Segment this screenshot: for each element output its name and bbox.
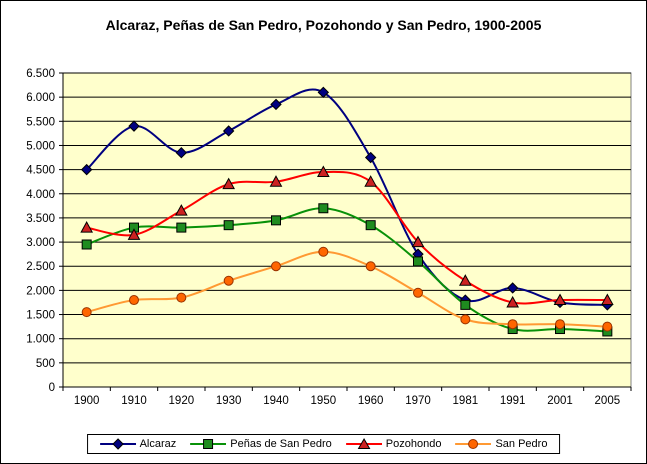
x-axis-tick-label: 1970 bbox=[405, 395, 431, 407]
data-point-san-pedro bbox=[223, 275, 234, 286]
legend-item-san-pedro: San Pedro bbox=[455, 438, 547, 450]
legend-marker-diamond-icon bbox=[99, 438, 136, 450]
data-point-pozohondo bbox=[316, 165, 330, 178]
y-axis-tick-label: 500 bbox=[36, 358, 55, 370]
data-point-san-pedro bbox=[460, 314, 471, 325]
data-point-san-pedro bbox=[365, 261, 376, 272]
x-axis-tick-label: 1991 bbox=[500, 395, 526, 407]
data-point-san-pedro bbox=[413, 287, 423, 298]
data-point-pozohondo bbox=[80, 221, 94, 233]
x-axis-tick-label: 1981 bbox=[453, 395, 479, 407]
y-axis-tick-label: 3.500 bbox=[26, 213, 55, 225]
data-point-pozohondo bbox=[553, 293, 567, 306]
y-axis-tick-label: 3.000 bbox=[26, 237, 55, 249]
legend-label-san-pedro: San Pedro bbox=[495, 438, 548, 450]
data-point-san-pedro bbox=[176, 292, 187, 303]
data-point-pe-as-de-san-pedro bbox=[365, 220, 376, 231]
legend-label-pe-as-de-san-pedro: Peñas de San Pedro bbox=[230, 438, 332, 450]
data-point-pozohondo bbox=[600, 293, 614, 306]
data-point-san-pedro bbox=[555, 319, 565, 330]
data-point-pe-as-de-san-pedro bbox=[460, 299, 471, 310]
data-point-san-pedro bbox=[81, 307, 92, 318]
data-point-pe-as-de-san-pedro bbox=[318, 203, 329, 214]
data-point-pe-as-de-san-pedro bbox=[223, 220, 234, 231]
data-point-san-pedro bbox=[129, 295, 139, 306]
legend-item-pozohondo: Pozohondo bbox=[345, 438, 442, 450]
legend-marker-triangle-icon bbox=[345, 438, 382, 449]
data-point-pozohondo bbox=[127, 228, 141, 240]
chart-legend: Alcaraz Peñas de San Pedro Pozohondo San Pe… bbox=[86, 434, 561, 454]
x-axis-tick-label: 1950 bbox=[311, 395, 337, 407]
x-axis-tick-label: 1900 bbox=[74, 395, 100, 407]
legend-marker-square-icon bbox=[190, 439, 227, 449]
data-point-alcaraz bbox=[270, 98, 282, 111]
y-axis-tick-label: 1.500 bbox=[26, 310, 55, 322]
x-axis-tick-label: 1930 bbox=[216, 395, 242, 407]
data-point-pe-as-de-san-pedro bbox=[176, 222, 187, 233]
data-point-pozohondo bbox=[269, 175, 283, 187]
legend-label-pozohondo: Pozohondo bbox=[385, 438, 442, 450]
y-axis-tick-label: 4.500 bbox=[26, 165, 55, 177]
data-point-pozohondo bbox=[364, 175, 378, 187]
data-point-pozohondo bbox=[411, 235, 425, 248]
x-axis-tick-label: 2005 bbox=[595, 395, 621, 407]
data-point-pe-as-de-san-pedro bbox=[413, 256, 423, 267]
y-axis-tick-label: 4.000 bbox=[26, 189, 55, 201]
data-point-san-pedro bbox=[318, 246, 329, 257]
x-axis-tick-label: 1960 bbox=[358, 395, 384, 407]
y-axis-tick-label: 6.500 bbox=[26, 68, 55, 80]
data-point-alcaraz bbox=[128, 120, 140, 132]
data-point-san-pedro bbox=[271, 261, 281, 272]
legend-marker-circle-icon bbox=[455, 439, 492, 449]
chart-title: Alcaraz, Peñas de San Pedro, Pozohondo y… bbox=[105, 17, 542, 33]
data-point-alcaraz bbox=[317, 86, 330, 99]
y-axis-tick-label: 6.000 bbox=[26, 92, 55, 104]
data-point-pozohondo bbox=[174, 204, 188, 216]
data-point-pozohondo bbox=[458, 274, 472, 286]
data-point-alcaraz bbox=[506, 282, 519, 294]
data-point-alcaraz bbox=[80, 163, 93, 176]
data-point-san-pedro bbox=[602, 321, 613, 332]
data-point-pozohondo bbox=[506, 295, 520, 308]
x-axis-tick-label: 1920 bbox=[169, 395, 195, 407]
y-axis-tick-label: 2.000 bbox=[26, 285, 55, 297]
legend-label-alcaraz: Alcaraz bbox=[139, 438, 177, 450]
x-axis-tick-label: 1910 bbox=[121, 395, 147, 407]
x-axis-tick-label: 1940 bbox=[263, 395, 289, 407]
data-point-pozohondo bbox=[222, 177, 236, 190]
x-axis-tick-label: 2001 bbox=[547, 395, 573, 407]
data-point-alcaraz bbox=[222, 125, 235, 137]
y-axis-tick-label: 5.000 bbox=[26, 140, 55, 152]
legend-item-alcaraz: Alcaraz bbox=[99, 438, 177, 450]
y-axis-tick-label: 2.500 bbox=[26, 261, 55, 273]
data-point-alcaraz bbox=[175, 147, 188, 159]
data-point-san-pedro bbox=[507, 319, 518, 330]
data-point-pe-as-de-san-pedro bbox=[81, 239, 92, 250]
y-axis-tick-label: 1.000 bbox=[26, 334, 55, 346]
data-point-pe-as-de-san-pedro bbox=[271, 215, 281, 226]
y-axis-tick-label: 0 bbox=[49, 382, 55, 394]
y-axis-tick-label: 5.500 bbox=[26, 116, 55, 128]
plot-background bbox=[62, 72, 632, 388]
data-point-alcaraz bbox=[364, 151, 377, 164]
legend-item-pe-as-de-san-pedro: Peñas de San Pedro bbox=[190, 438, 332, 450]
